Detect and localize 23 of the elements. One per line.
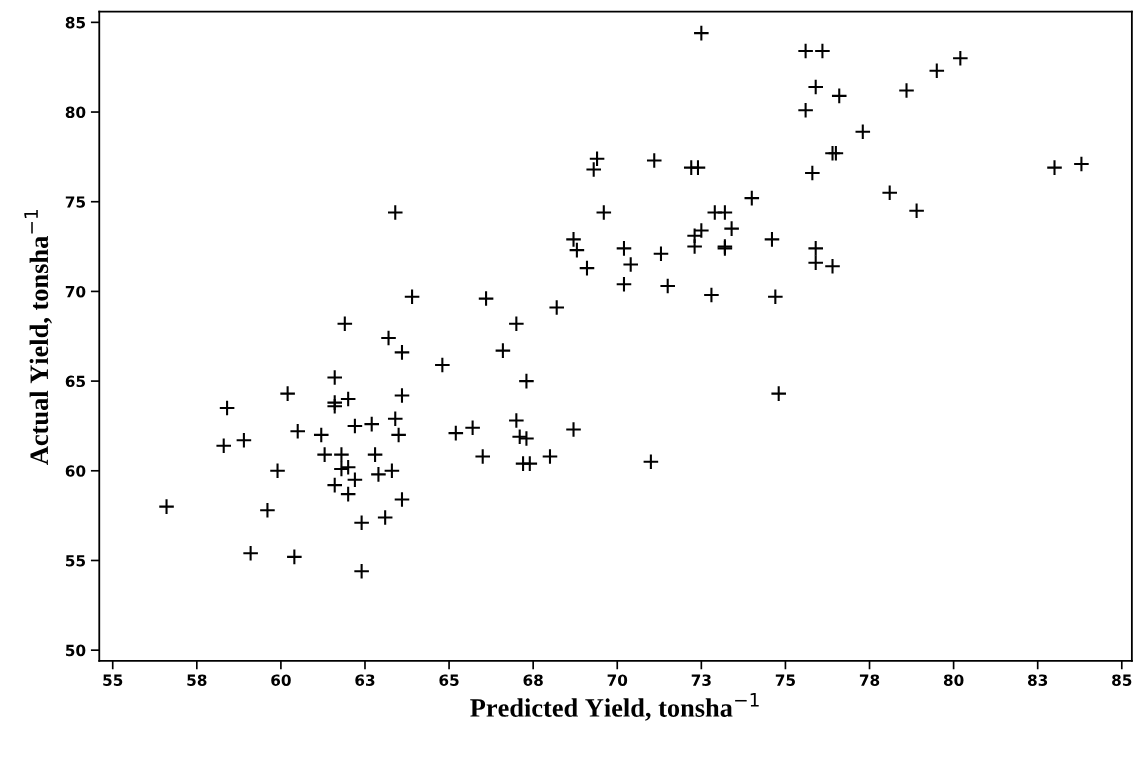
x-tick-label: 83: [1028, 674, 1048, 686]
y-tick-label: 50: [65, 644, 86, 657]
x-axis-title: Predicted Yield, tonsha$^{−1}$: [470, 693, 759, 721]
y-axis-title: Actual Yield, tonsha$^{−1}$: [24, 209, 52, 465]
y-tick-label: 60: [65, 465, 86, 477]
x-tick-label: 63: [355, 674, 375, 686]
x-tick-label: 75: [775, 674, 795, 686]
y-tick-label: 55: [65, 555, 86, 567]
y-tick-label: 80: [65, 106, 86, 119]
y-tick-label: 65: [65, 375, 86, 388]
x-tick-label: 85: [1112, 674, 1132, 686]
x-tick-label: 58: [187, 674, 207, 686]
x-tick-label: 80: [943, 674, 964, 686]
x-tick-label: 65: [439, 674, 459, 686]
x-tick-label: 78: [859, 674, 880, 686]
x-tick-label: 73: [691, 674, 711, 686]
y-tick-label: 75: [65, 196, 86, 208]
x-tick-label: 55: [103, 674, 123, 686]
x-tick-label: 60: [271, 674, 291, 686]
y-tick-label: 85: [65, 16, 86, 29]
y-tick-label: 70: [65, 285, 86, 298]
x-tick-label: 70: [607, 674, 628, 686]
x-tick-label: 68: [523, 674, 543, 686]
